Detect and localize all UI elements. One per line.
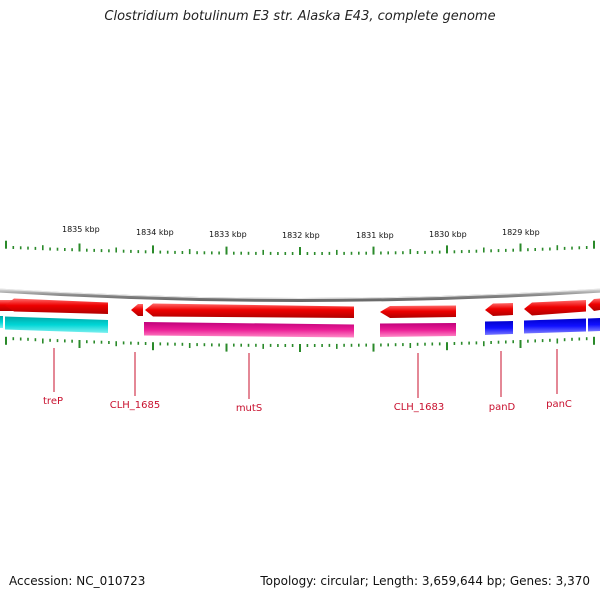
gene-box-blue-panc[interactable] [524, 318, 586, 334]
gene-label-panc[interactable]: panC [546, 399, 572, 410]
gene-label-clh1683[interactable]: CLH_1683 [394, 402, 445, 413]
gene-label-muts[interactable]: mutS [236, 403, 262, 414]
gene-arrow-clh1685[interactable] [131, 304, 143, 316]
gene-arrow-edge-right[interactable] [588, 298, 600, 312]
map-title: Clostridium botulinum E3 str. Alaska E43… [104, 9, 496, 24]
kbp-label: 1835 kbp [62, 225, 100, 234]
kbp-label: 1830 kbp [429, 230, 467, 239]
kbp-label: 1833 kbp [209, 230, 247, 239]
kbp-label: 1831 kbp [356, 231, 394, 240]
gene-box-cyan-left[interactable] [0, 316, 3, 328]
forward-strand [0, 298, 600, 319]
inner-tick-row [5, 336, 595, 352]
reverse-strand [0, 316, 600, 338]
kbp-label: 1832 kbp [282, 231, 320, 240]
gene-labels [53, 348, 558, 399]
gene-box-blue-right[interactable] [588, 318, 600, 332]
gene-label-pand[interactable]: panD [489, 402, 516, 413]
gene-arrow-panc[interactable] [524, 300, 586, 316]
gene-label-clh1685[interactable]: CLH_1685 [110, 400, 161, 411]
gene-label-trep[interactable]: treP [43, 396, 63, 407]
gene-box-blue-pand[interactable] [485, 321, 513, 335]
genome-backbone-highlight [0, 288, 600, 299]
genome-summary-text: Topology: circular; Length: 3,659,644 bp… [260, 574, 590, 588]
accession-text: Accession: NC_010723 [9, 574, 146, 588]
gene-box-magenta-muts[interactable] [144, 322, 354, 338]
kbp-label: 1829 kbp [502, 228, 540, 237]
kbp-label: 1834 kbp [136, 228, 174, 237]
outer-tick-row [5, 240, 595, 255]
gene-arrow-pand[interactable] [485, 303, 513, 316]
gene-arrow-muts[interactable] [145, 303, 354, 319]
gene-box-cyan[interactable] [5, 316, 108, 334]
gene-box-magenta-clh1683[interactable] [380, 323, 456, 337]
gene-arrow-trep[interactable] [5, 298, 108, 315]
gene-arrow-clh1683[interactable] [380, 305, 456, 319]
genome-backbone [0, 288, 600, 302]
